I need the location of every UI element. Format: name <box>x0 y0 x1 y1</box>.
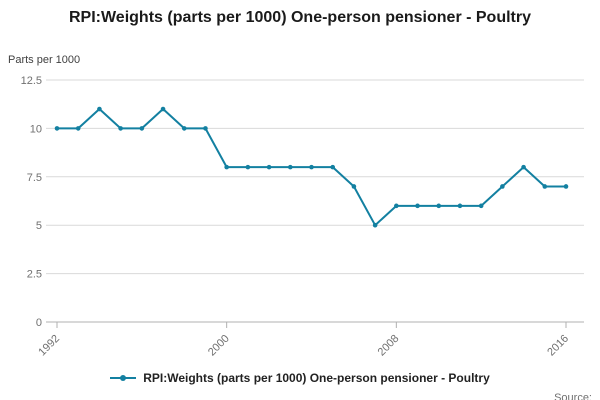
x-tick-label: 1992 <box>36 333 62 359</box>
data-point-marker <box>118 126 123 131</box>
data-point-marker <box>542 184 548 189</box>
data-point-marker <box>266 164 272 170</box>
data-point-marker <box>224 164 229 170</box>
y-tick-label: 12.5 <box>21 75 42 87</box>
data-point-marker <box>372 222 378 228</box>
data-point-marker <box>160 106 166 112</box>
data-point-marker <box>521 164 526 170</box>
y-tick-label: 5 <box>36 220 42 232</box>
chart-svg: 0 2.5 5 7.5 10 12.5 1992 2000 2008 2016 <box>21 75 584 359</box>
data-point-marker <box>563 184 569 189</box>
y-tick-label: 2.5 <box>27 269 42 281</box>
data-point-marker <box>457 203 463 209</box>
data-point-marker <box>351 184 357 189</box>
legend-label: RPI:Weights (parts per 1000) One-person … <box>143 371 490 385</box>
y-tick-label: 10 <box>30 123 42 135</box>
y-tick-label: 7.5 <box>27 172 42 184</box>
chart-title: RPI:Weights (parts per 1000) One-person … <box>68 9 531 26</box>
data-point-marker <box>415 203 420 209</box>
x-tick-label: 2008 <box>376 333 402 359</box>
data-point-marker <box>500 184 505 189</box>
source-label: Source: <box>554 392 592 400</box>
data-point-marker <box>245 164 251 170</box>
data-point-marker <box>330 164 336 170</box>
data-point-marker <box>309 164 314 170</box>
legend: RPI:Weights (parts per 1000) One-person … <box>0 371 600 385</box>
data-point-marker <box>203 126 208 131</box>
data-point-marker <box>394 203 399 209</box>
x-tick-label: 2000 <box>206 333 232 359</box>
y-axis-unit-label: Parts per 1000 <box>8 54 81 66</box>
x-tick-label: 2016 <box>545 333 571 359</box>
y-tick-label: 0 <box>36 317 42 329</box>
data-point-marker <box>436 203 442 209</box>
data-point-marker <box>97 106 102 112</box>
data-point-marker <box>181 126 187 131</box>
data-point-marker <box>75 126 81 131</box>
legend-line-marker-icon <box>110 375 137 381</box>
data-point-marker <box>478 203 484 209</box>
data-point-marker <box>287 164 293 170</box>
data-point-marker <box>54 126 60 131</box>
legend-marker-dot <box>120 375 127 381</box>
data-point-marker <box>139 126 145 131</box>
